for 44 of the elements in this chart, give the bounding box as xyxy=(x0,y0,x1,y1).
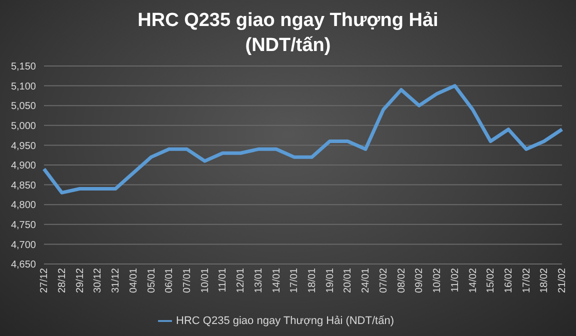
y-tick-label: 4,750 xyxy=(10,220,36,231)
x-tick-label: 11/01 xyxy=(218,268,229,292)
y-tick-label: 4,900 xyxy=(10,160,36,172)
x-tick-label: 19/01 xyxy=(324,268,336,294)
x-tick-label: 29/12 xyxy=(74,268,86,294)
x-tick-label: 11/02 xyxy=(450,268,461,292)
x-tick-label: 07/01 xyxy=(182,268,193,294)
x-tick-label: 10/01 xyxy=(200,268,211,294)
x-tick-label: 04/01 xyxy=(128,268,140,294)
x-tick-label: 17/01 xyxy=(289,268,300,294)
x-tick-label: 06/01 xyxy=(164,268,176,294)
x-tick-label: 07/02 xyxy=(378,268,390,294)
x-tick-label: 17/02 xyxy=(521,268,532,294)
legend-label: HRC Q235 giao ngay Thượng Hải (NDT/tấn) xyxy=(176,314,394,327)
x-tick-label: 18/01 xyxy=(307,268,318,294)
x-tick-label: 14/01 xyxy=(271,268,282,294)
x-tick-label: 12/01 xyxy=(236,268,247,294)
x-tick-label: 27/12 xyxy=(39,268,50,294)
y-tick-label: 4,700 xyxy=(10,240,36,251)
x-tick-label: 13/01 xyxy=(253,268,264,294)
x-tick-label: 30/12 xyxy=(92,268,104,294)
x-tick-label: 31/12 xyxy=(110,268,122,294)
x-tick-label: 16/02 xyxy=(504,268,515,294)
y-tick-label: 4,800 xyxy=(10,200,36,212)
chart-title: HRC Q235 giao ngay Thượng Hải (NDT/tấn) xyxy=(136,9,440,58)
y-tick-label: 4,650 xyxy=(10,260,36,271)
x-tick-label: 15/02 xyxy=(486,268,497,294)
y-tick-label: 5,050 xyxy=(10,101,36,112)
x-tick-label: 10/02 xyxy=(432,268,444,294)
x-tick-label: 28/12 xyxy=(56,268,68,294)
y-tick-label: 4,950 xyxy=(10,140,36,152)
x-tick-label: 08/02 xyxy=(396,268,408,294)
x-tick-label: 14/02 xyxy=(468,268,479,294)
x-tick-label: 21/02 xyxy=(557,268,568,294)
y-tick-label: 5,000 xyxy=(10,120,36,132)
y-tick-label: 4,850 xyxy=(10,180,36,192)
x-tick-label: 05/01 xyxy=(146,268,158,294)
y-tick-label: 5,100 xyxy=(10,81,36,92)
x-tick-label: 24/01 xyxy=(360,268,372,294)
y-tick-label: 5,150 xyxy=(10,62,36,73)
line-series xyxy=(42,84,564,194)
x-tick-label: 18/02 xyxy=(539,268,550,294)
x-tick-label: 09/02 xyxy=(414,268,426,294)
x-tick-label: 20/01 xyxy=(342,268,354,294)
